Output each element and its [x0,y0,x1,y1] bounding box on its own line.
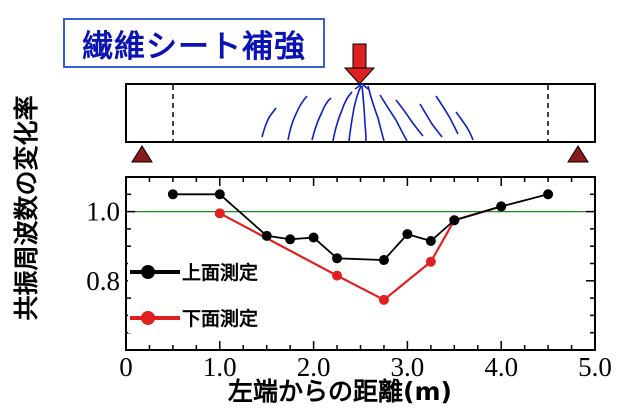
data-point-1 [332,270,343,281]
beam [125,83,596,143]
data-point-0 [496,201,507,212]
legend-marker-bottom [141,311,155,325]
x-tick-label: 3.0 [391,352,425,382]
support-left [131,145,153,163]
annotation-label: 繊維シート補強 [82,28,306,65]
data-point-0 [308,232,319,243]
x-tick-label: 0 [119,352,133,382]
cracks [261,82,474,142]
data-point-0 [543,189,554,200]
data-point-0 [261,230,272,241]
y-tick-label: 0.8 [86,266,120,296]
data-point-1 [425,256,436,267]
annotation-box: 繊維シート補強 [63,18,325,68]
x-tick-label: 1.0 [203,352,237,382]
x-tick-labels: 0 1.0 2.0 3.0 4.0 5.0 [119,352,612,382]
data-point-0 [402,229,413,240]
series-layer [167,189,554,305]
support-right [567,145,589,163]
legend: 上面測定 下面測定 [128,259,258,333]
data-point-1 [378,294,389,305]
y-tick-labels: 0.8 1.0 [86,197,120,296]
y-axis-label: 共振周波数の変化率 [12,95,41,321]
data-point-0 [285,234,296,245]
x-tick-label: 2.0 [297,352,331,382]
plot-area: 0 1.0 2.0 3.0 4.0 5.0 0.8 1.0 [86,176,612,382]
legend-label-bottom: 下面測定 [182,307,258,330]
data-point-0 [449,215,460,226]
x-tick-label: 5.0 [578,352,612,382]
legend-label-top: 上面測定 [182,261,258,284]
data-point-0 [425,236,436,247]
data-point-0 [214,189,225,200]
beam-diagram [125,43,596,163]
load-arrow [343,43,376,85]
data-point-0 [332,253,343,264]
y-tick-label: 1.0 [86,197,120,227]
plot-frame [125,176,596,351]
legend-marker-top [141,265,155,279]
x-tick-label: 4.0 [484,352,518,382]
data-point-0 [167,189,178,200]
series-line-0 [172,193,549,261]
data-point-1 [214,208,225,219]
x-axis-label: 左端からの距離(m) [228,377,452,406]
data-point-0 [378,255,389,266]
